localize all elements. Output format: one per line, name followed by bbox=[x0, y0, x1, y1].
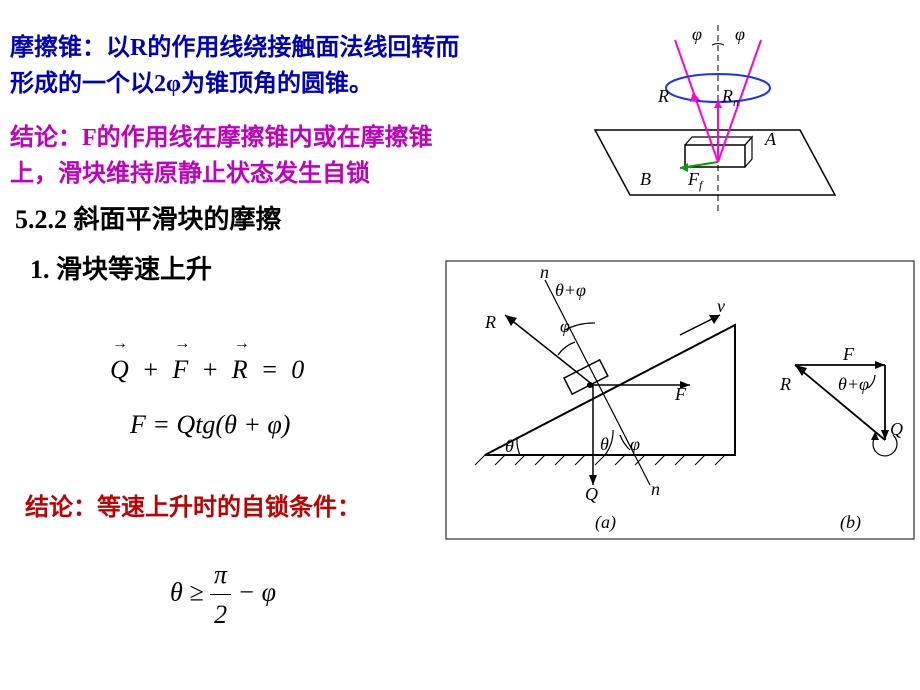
a-label: A bbox=[764, 129, 777, 149]
a-caption: (a) bbox=[595, 512, 616, 533]
phi-block-label: φ bbox=[560, 316, 570, 336]
cond-lhs: θ ≥ bbox=[170, 577, 210, 606]
incline-triangle bbox=[485, 325, 735, 455]
theta-arc-base bbox=[517, 439, 520, 455]
frac-num: π bbox=[210, 555, 231, 595]
tri-r-label: R bbox=[779, 374, 791, 394]
rn-label: Rn bbox=[721, 86, 739, 109]
friction-cone-definition: 摩擦锥：以R的作用线绕接触面法线回转而形成的一个以2φ为锥顶角的圆锥。 bbox=[10, 30, 460, 102]
r-arrowhead-a bbox=[505, 315, 517, 326]
b-caption: (b) bbox=[840, 512, 861, 533]
phi-left-label: φ bbox=[692, 24, 702, 44]
block-side bbox=[745, 137, 752, 167]
theta-phi-label: θ+φ bbox=[555, 280, 586, 300]
r-label-a: R bbox=[484, 312, 496, 332]
phi-right-label: φ bbox=[735, 24, 745, 44]
n-bottom-label: n bbox=[651, 479, 660, 499]
n-top-label: n bbox=[540, 262, 549, 282]
tri-theta-phi-label: θ+φ bbox=[838, 374, 869, 394]
hatching bbox=[475, 455, 725, 465]
r-label: R bbox=[657, 86, 669, 106]
r-line-a bbox=[505, 315, 593, 385]
frac-den: 2 bbox=[210, 595, 231, 634]
tri-f-label: F bbox=[842, 344, 855, 364]
tri-q-label: Q bbox=[890, 419, 903, 439]
theta2-label: θ bbox=[600, 434, 609, 454]
section-heading: 5.2.2 斜面平滑块的摩擦 bbox=[15, 200, 282, 239]
subheading-uniform-rise: 1. 滑块等速上升 bbox=[30, 250, 212, 289]
incline-diagram: n n θ+φ φ R v F θ θ φ Q (a) F R θ+φ Q (b… bbox=[445, 260, 915, 540]
phi-arc-block bbox=[558, 342, 575, 355]
formula-selflock-condition: θ ≥ π 2 − φ bbox=[170, 555, 276, 634]
b-label: B bbox=[640, 169, 651, 189]
cond-rhs: − φ bbox=[238, 577, 276, 606]
angle-arc-top bbox=[712, 44, 724, 46]
phi2-label: φ bbox=[630, 434, 640, 454]
ff-arrowhead bbox=[680, 163, 688, 172]
conclusion-selflock: 结论：F的作用线在摩擦锥内或在摩擦锥上，滑块维持原静止状态发生自锁 bbox=[10, 120, 460, 192]
f-label-a: F bbox=[674, 384, 687, 404]
formula-vector-sum: Q + F + R = 0 bbox=[110, 350, 304, 389]
q-label-a: Q bbox=[585, 484, 598, 504]
friction-cone-diagram: φ φ R Rn A B Ff bbox=[540, 10, 870, 220]
theta-base-label: θ bbox=[505, 436, 514, 456]
ff-label: Ff bbox=[687, 169, 704, 192]
conclusion-uniform-rise: 结论：等速上升时的自锁条件： bbox=[25, 490, 361, 526]
formula-force: F = Qtg(θ + φ) bbox=[130, 405, 290, 444]
v-label: v bbox=[717, 296, 725, 316]
